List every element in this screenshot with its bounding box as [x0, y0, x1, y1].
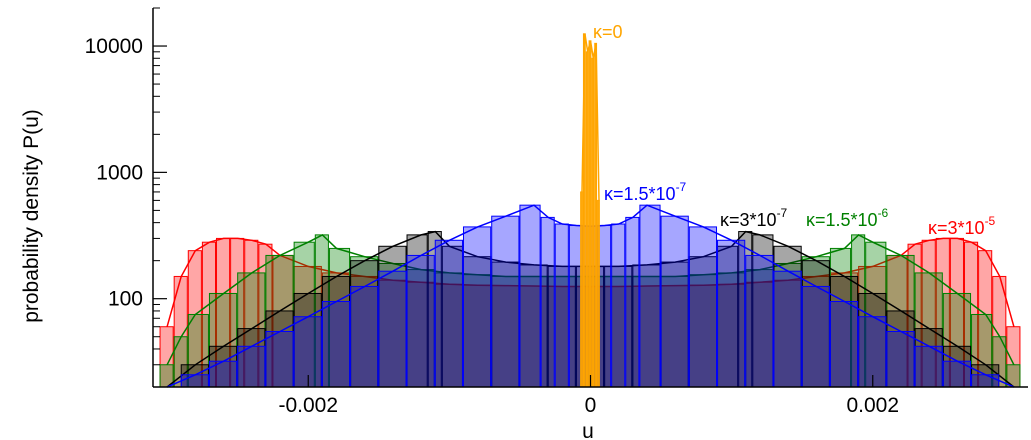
histogram-bar [462, 256, 492, 388]
histogram-bar [265, 330, 294, 388]
histogram-bar [554, 223, 569, 388]
series-label-base: κ=1.5*10 [806, 210, 878, 230]
y-axis-title: probability density P(u) [20, 109, 43, 323]
series-label-base: κ=0 [593, 22, 623, 42]
series-2 [166, 230, 1015, 388]
histogram-bar [639, 204, 661, 388]
histogram-bar [462, 226, 492, 388]
series-3 [159, 233, 1021, 388]
series-label-exponent: -7 [777, 206, 788, 220]
histogram-bar [717, 239, 746, 388]
tick-labels-group: -0.002 0 0.002 100 1000 10000 [85, 35, 899, 417]
histogram-bar [801, 285, 830, 388]
series-label-exponent: -5 [985, 214, 996, 228]
series-label-base: κ=3*10 [720, 210, 777, 230]
series-label: κ=1.5*10-7 [604, 180, 687, 204]
histogram-bar [594, 42, 598, 388]
series-label-exponent: -7 [676, 180, 687, 194]
series-label-base: κ=3*10 [928, 218, 985, 238]
histogram-bar [604, 265, 633, 388]
histogram-bar [378, 279, 407, 388]
histogram-bar [625, 216, 640, 388]
x-tick-label: 0.002 [846, 394, 899, 417]
histogram-bar [604, 285, 633, 388]
histogram-bar [745, 254, 774, 388]
histogram-bar [717, 272, 746, 388]
annotations-group: κ=0κ=1.5*10-7κ=3*10-7 κ=1.5*10-6κ=3*10-5 [593, 22, 996, 238]
series-label-exponent: -6 [878, 206, 889, 220]
histogram-bar [591, 57, 595, 388]
histogram-bar [540, 216, 555, 388]
histogram-bar [597, 199, 600, 388]
histogram-bar [585, 51, 589, 388]
histogram-bar [886, 330, 915, 388]
histogram-bar [611, 223, 626, 388]
histogram-bar [660, 215, 689, 388]
histogram-bar [858, 265, 887, 388]
histogram-bar [632, 285, 661, 388]
histogram-bar [180, 374, 209, 388]
histogram-bar [378, 245, 407, 388]
histogram-bar [688, 256, 718, 388]
y-tick-label: 100 [108, 288, 143, 311]
histogram-bar [491, 285, 520, 388]
x-axis-title: u [582, 420, 594, 440]
histogram-bar [265, 254, 294, 388]
series-label: κ=1.5*10-6 [806, 206, 889, 230]
histogram-bar [434, 272, 463, 388]
histogram-bar [580, 191, 583, 388]
histogram-bar [773, 245, 802, 388]
series-4 [159, 237, 1021, 388]
series-label-base: κ=1.5*10 [604, 184, 676, 204]
series-1 [166, 204, 1015, 388]
ticks-group [153, 7, 874, 388]
series-label: κ=3*10-7 [720, 206, 788, 230]
histogram-bar [829, 301, 859, 388]
y-tick-label: 10000 [85, 35, 143, 58]
series-group [159, 33, 1021, 388]
histogram-bar [688, 226, 718, 388]
histogram-bar [378, 270, 407, 388]
histogram-bar [434, 239, 463, 388]
histogram-bar [829, 275, 859, 388]
histogram-bar [519, 204, 541, 388]
series-label: κ=0 [593, 22, 623, 42]
histogram-bar [491, 215, 520, 388]
series-outline [581, 33, 600, 201]
histogram-bar [406, 281, 435, 388]
y-tick-label: 1000 [96, 161, 143, 184]
series-label: κ=3*10-5 [928, 214, 996, 238]
histogram-bar [547, 265, 576, 388]
histogram-bar [971, 374, 1000, 388]
histogram-bar [886, 254, 915, 388]
histogram-bar [237, 345, 266, 388]
histogram-bar [350, 256, 379, 388]
histogram-bar [519, 275, 548, 388]
histogram-bar [406, 254, 435, 388]
histogram-bar [914, 345, 943, 388]
histogram-bar [208, 360, 238, 388]
x-tick-label: 0 [585, 394, 597, 417]
histogram-bar [350, 285, 379, 388]
series-0 [580, 33, 600, 388]
histogram-bar [321, 301, 351, 388]
histogram-bar [547, 275, 576, 388]
histogram-bar [588, 40, 592, 388]
histogram-bar [773, 270, 802, 388]
histogram-bar [491, 261, 520, 388]
x-tick-label: -0.002 [278, 394, 338, 417]
histogram-bar [604, 275, 633, 388]
